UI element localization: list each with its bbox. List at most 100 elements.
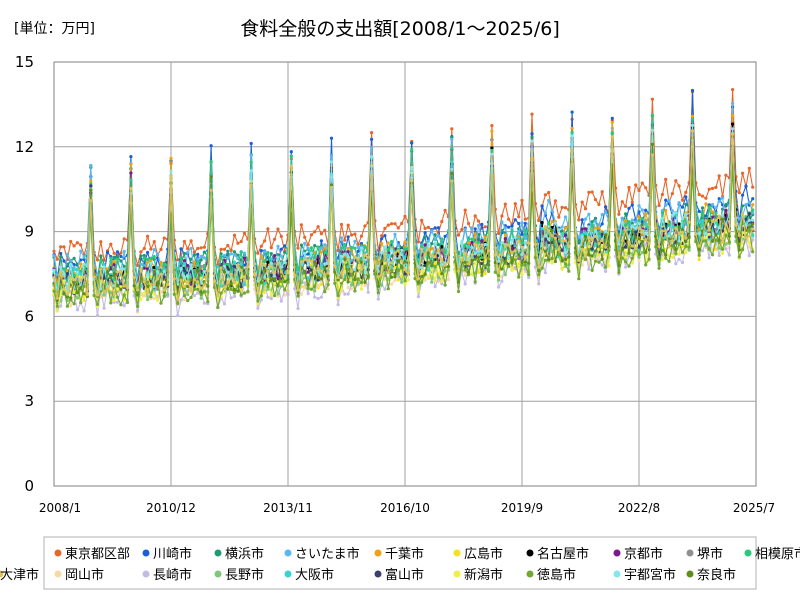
series-point xyxy=(182,259,186,263)
series-point xyxy=(700,211,705,215)
series-point xyxy=(597,202,601,207)
series-point xyxy=(216,293,220,297)
series-point xyxy=(353,278,357,282)
series-point xyxy=(403,214,407,218)
series-point xyxy=(186,264,190,268)
series-point xyxy=(583,227,588,231)
series-point xyxy=(620,217,624,221)
series-point xyxy=(503,273,507,277)
series-point xyxy=(644,242,648,247)
series-point xyxy=(239,250,243,254)
series-point xyxy=(416,289,420,293)
series-point xyxy=(607,244,611,248)
series-point xyxy=(737,255,741,259)
series-point xyxy=(283,244,287,248)
series-point xyxy=(216,305,220,310)
series-point xyxy=(721,207,725,211)
series-point xyxy=(420,266,424,270)
series-point xyxy=(62,279,66,283)
series-point xyxy=(52,276,56,280)
series-point xyxy=(142,246,146,251)
series-point xyxy=(306,246,310,250)
series-point xyxy=(460,239,464,244)
series-point xyxy=(286,292,290,297)
series-point xyxy=(146,298,150,302)
legend-label: 広島市 xyxy=(464,546,503,562)
series-point xyxy=(493,270,497,274)
series-point xyxy=(196,287,200,291)
series-point xyxy=(400,221,404,225)
series-point xyxy=(119,269,123,274)
series-point xyxy=(149,259,153,263)
series-point xyxy=(336,248,340,253)
series-point xyxy=(747,212,751,216)
series-point xyxy=(593,249,598,253)
series-point xyxy=(82,295,86,299)
series-point xyxy=(313,230,317,234)
series-point xyxy=(403,272,407,276)
series-point xyxy=(657,203,661,208)
series-point xyxy=(373,260,377,264)
series-point xyxy=(146,250,150,255)
series-point xyxy=(339,246,344,250)
series-point xyxy=(242,283,247,287)
series-point xyxy=(600,213,604,217)
series-point xyxy=(259,298,263,302)
series-point xyxy=(219,266,223,270)
series-point xyxy=(476,270,481,275)
series-point xyxy=(216,265,220,269)
series-point xyxy=(79,262,83,266)
series-point xyxy=(179,256,183,260)
series-point xyxy=(242,278,247,282)
series-point xyxy=(530,132,534,136)
series-point xyxy=(587,225,591,229)
series-point xyxy=(517,230,521,234)
legend-marker xyxy=(613,549,621,557)
series-point xyxy=(319,263,323,267)
series-point xyxy=(604,210,608,215)
series-point xyxy=(597,231,601,235)
series-point xyxy=(510,238,514,242)
series-point xyxy=(186,293,190,297)
series-point xyxy=(727,234,731,238)
series-point xyxy=(714,238,718,242)
series-point xyxy=(146,273,150,277)
series-point xyxy=(199,290,203,294)
series-point xyxy=(644,208,648,212)
series-point xyxy=(533,265,538,269)
series-point xyxy=(69,276,73,280)
series-point xyxy=(186,274,190,278)
series-point xyxy=(296,267,300,271)
series-point xyxy=(684,240,688,244)
series-point xyxy=(276,294,280,298)
series-point xyxy=(563,262,568,266)
series-point xyxy=(563,215,568,219)
series-point xyxy=(65,295,69,299)
series-point xyxy=(670,239,675,243)
series-point xyxy=(580,234,584,239)
series-point xyxy=(450,167,454,171)
series-point xyxy=(714,233,718,237)
series-point xyxy=(550,209,554,213)
series-point xyxy=(359,246,364,250)
series-point xyxy=(276,276,280,280)
series-point xyxy=(527,275,531,280)
series-point xyxy=(714,247,718,252)
series-point xyxy=(72,244,76,248)
series-point xyxy=(176,313,180,318)
legend-marker xyxy=(453,549,461,557)
series-point xyxy=(112,292,116,296)
series-point xyxy=(112,259,116,264)
legend-label: 川崎市 xyxy=(153,546,192,562)
series-point xyxy=(263,239,267,243)
series-point xyxy=(523,240,527,244)
series-point xyxy=(593,226,598,230)
legend-item: 相模原市 xyxy=(744,546,800,562)
series-point xyxy=(443,269,447,273)
series-point xyxy=(617,242,621,246)
series-point xyxy=(710,253,715,257)
series-point xyxy=(410,179,414,183)
series-point xyxy=(89,163,93,168)
series-point xyxy=(697,253,701,257)
series-point xyxy=(540,257,544,261)
